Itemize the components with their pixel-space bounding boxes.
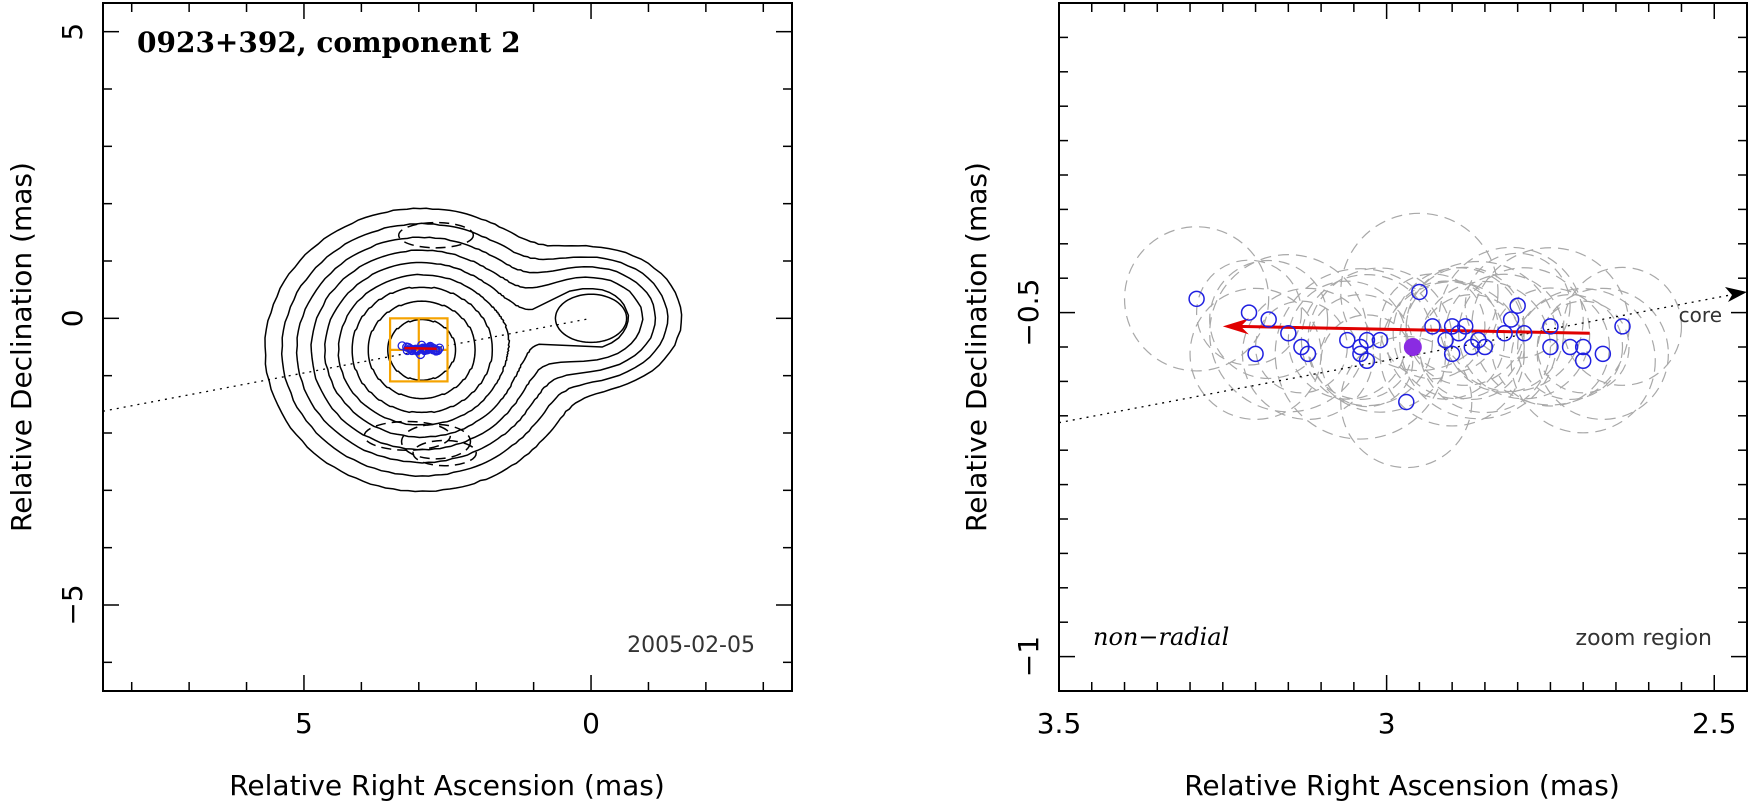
position-marker bbox=[1260, 311, 1277, 328]
position-marker bbox=[1542, 338, 1559, 356]
uncertainty-ellipse bbox=[1320, 314, 1414, 408]
position-marker bbox=[1574, 338, 1592, 356]
right-x-tick-label: 2.5 bbox=[1692, 707, 1737, 740]
position-marker bbox=[1614, 318, 1631, 335]
contour-line bbox=[323, 261, 630, 439]
zoom-region-annotation: zoom region bbox=[1576, 626, 1712, 651]
left-position-marker bbox=[433, 345, 443, 356]
left-motion-vector bbox=[404, 346, 437, 350]
position-marker bbox=[1411, 283, 1428, 301]
position-marker bbox=[1476, 338, 1494, 356]
contour-line bbox=[387, 318, 457, 382]
position-marker bbox=[1188, 290, 1205, 308]
position-marker bbox=[1240, 304, 1258, 321]
position-marker bbox=[1358, 331, 1376, 349]
right-x-axis-label: Relative Right Ascension (mas) bbox=[1184, 769, 1620, 802]
motion-vector-arrowhead bbox=[1222, 318, 1249, 335]
position-marker bbox=[1502, 311, 1520, 328]
core-label: core bbox=[1679, 303, 1722, 327]
left-contours bbox=[264, 207, 683, 493]
uncertainty-ellipse bbox=[1536, 287, 1669, 421]
left-x-tick-label: 0 bbox=[582, 707, 600, 740]
left-x-tick-label: 5 bbox=[295, 707, 313, 740]
position-marker bbox=[1515, 324, 1533, 342]
left-panel: 5 050−5 0923+392, component 2 2005-02-05 … bbox=[5, 2, 793, 802]
position-marker bbox=[1561, 338, 1579, 356]
right-ticks: 3.5 3 2.5 −0.5 −1 bbox=[1012, 2, 1748, 740]
negative-contour bbox=[397, 221, 475, 249]
uncertainty-ellipse bbox=[1510, 288, 1656, 434]
uncertainty-ellipse bbox=[1517, 293, 1624, 401]
epoch-date: 2005-02-05 bbox=[627, 633, 755, 658]
left-x-axis-label: Relative Right Ascension (mas) bbox=[229, 769, 665, 802]
contour-line bbox=[310, 249, 644, 451]
uncertainty-ellipse bbox=[1307, 267, 1453, 413]
position-marker bbox=[1424, 318, 1441, 335]
position-marker bbox=[1371, 331, 1389, 349]
uncertainty-ellipse bbox=[1490, 287, 1611, 407]
left-y-tick-label: 5 bbox=[56, 23, 89, 41]
uncertainty-ellipse bbox=[1405, 279, 1499, 373]
uncertainty-ellipse bbox=[1340, 335, 1473, 469]
right-x-tick-label: 3 bbox=[1378, 707, 1396, 740]
right-y-axis-label: Relative Declination (mas) bbox=[960, 162, 993, 532]
core-direction-arrowhead bbox=[1725, 286, 1747, 302]
negative-contour bbox=[412, 439, 477, 467]
position-marker bbox=[1398, 393, 1415, 411]
uncertainty-ellipse bbox=[1340, 212, 1499, 372]
position-marker bbox=[1594, 345, 1612, 363]
position-marker bbox=[1299, 345, 1317, 363]
position-marker bbox=[1339, 331, 1356, 349]
right-x-tick-label: 3.5 bbox=[1037, 707, 1082, 740]
uncertainty-ellipse bbox=[1274, 268, 1447, 440]
uncertainty-ellipse bbox=[1123, 226, 1270, 372]
core-contour bbox=[554, 293, 628, 344]
left-ticks: 5 0 5 0 −5 bbox=[56, 3, 792, 740]
contour-line bbox=[351, 286, 494, 414]
contour-line bbox=[337, 273, 511, 426]
position-marker bbox=[1280, 324, 1297, 342]
contour-line bbox=[280, 222, 669, 478]
left-chart-title: 0923+392, component 2 bbox=[137, 26, 521, 59]
motion-vector bbox=[1236, 324, 1590, 335]
left-y-tick-label: 0 bbox=[56, 309, 89, 327]
negative-contour bbox=[400, 423, 472, 460]
uncertainty-ellipse bbox=[1418, 293, 1525, 401]
position-marker bbox=[1456, 318, 1474, 335]
left-plot-frame bbox=[102, 2, 793, 692]
uncertainty-ellipse bbox=[1379, 273, 1486, 380]
position-marker bbox=[1247, 345, 1264, 363]
uncertainty-ellipse bbox=[1562, 266, 1683, 386]
contour-line bbox=[295, 236, 657, 464]
left-y-tick-label: −5 bbox=[56, 584, 89, 625]
position-marker bbox=[1574, 352, 1592, 370]
uncertainty-ellipse bbox=[1536, 300, 1630, 394]
right-y-tick-label: −0.5 bbox=[1012, 279, 1045, 347]
uncertainty-ellipse bbox=[1471, 247, 1630, 406]
position-marker bbox=[1542, 318, 1559, 335]
non-radial-annotation: non−radial bbox=[1093, 623, 1229, 651]
right-plot-frame bbox=[1058, 2, 1748, 692]
uncertainty-ellipse bbox=[1195, 259, 1303, 366]
left-position-marker bbox=[397, 341, 407, 351]
right-y-tick-label: −1 bbox=[1012, 636, 1045, 677]
position-marker bbox=[1437, 331, 1454, 349]
uncertainty-ellipse bbox=[1241, 287, 1375, 421]
left-overlay bbox=[102, 317, 592, 412]
contour-line bbox=[367, 300, 476, 400]
right-panel: 3.5 3 2.5 −0.5 −1 non−radial zoom region cor… bbox=[960, 2, 1748, 802]
left-y-axis-label: Relative Declination (mas) bbox=[5, 162, 38, 532]
mean-position-marker bbox=[1403, 338, 1422, 356]
position-marker bbox=[1358, 352, 1376, 370]
core-direction-line bbox=[102, 317, 592, 412]
contour-line bbox=[264, 207, 683, 493]
negative-contour bbox=[363, 420, 452, 451]
uncertainty-ellipses bbox=[1123, 212, 1683, 469]
position-marker bbox=[1496, 324, 1513, 342]
position-marker bbox=[1443, 345, 1461, 363]
position-marker bbox=[1509, 297, 1526, 314]
right-overlay bbox=[1058, 283, 1747, 424]
